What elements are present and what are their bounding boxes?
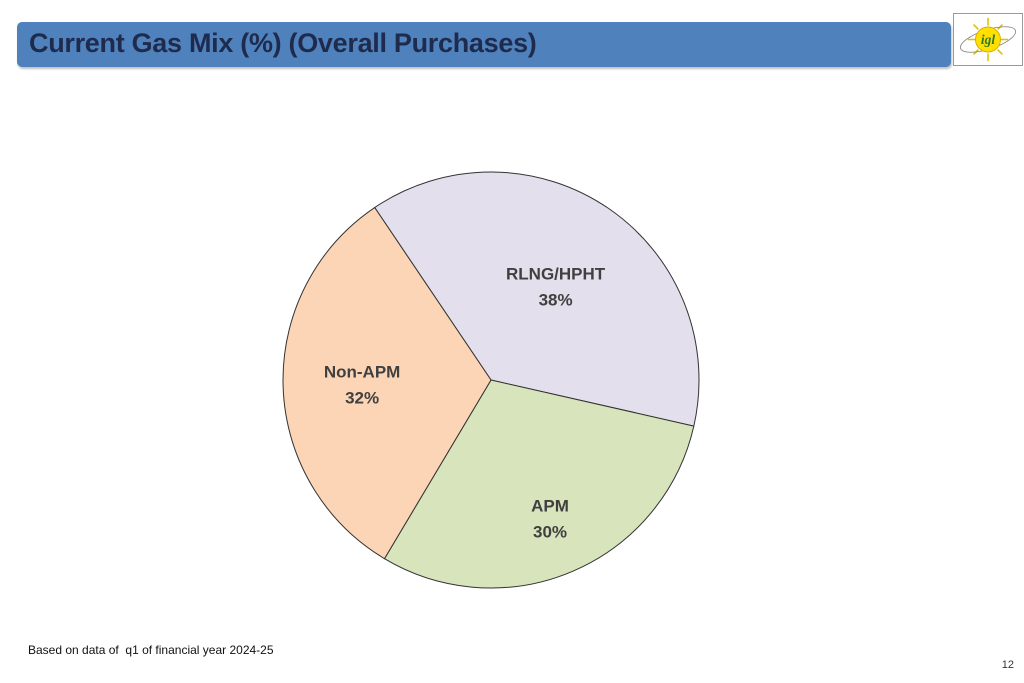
igl-logo-icon: igl	[959, 17, 1017, 62]
slice-name: APM	[531, 497, 569, 516]
slice-label: RLNG/HPHT 38%	[506, 265, 606, 310]
logo-text: igl	[981, 32, 995, 47]
igl-logo: igl	[953, 13, 1023, 66]
slice-label: APM 30%	[531, 497, 569, 542]
slice-name: RLNG/HPHT	[506, 265, 606, 284]
footnote: Based on data of q1 of financial year 20…	[28, 643, 274, 657]
pie-slice-non-apm	[282, 206, 492, 560]
page-title: Current Gas Mix (%) (Overall Purchases)	[29, 28, 537, 58]
pie-slice-rlng-hpht	[373, 171, 700, 427]
slice-value: 32%	[345, 389, 379, 408]
title-bar: Current Gas Mix (%) (Overall Purchases)	[17, 22, 951, 67]
slice-value: 30%	[533, 523, 567, 542]
page-number: 12	[1001, 659, 1014, 671]
pie-slice-apm	[383, 379, 695, 589]
slice-name: Non-APM	[324, 363, 400, 382]
slice-value: 38%	[539, 291, 573, 310]
slice-label: Non-APM 32%	[324, 363, 400, 408]
